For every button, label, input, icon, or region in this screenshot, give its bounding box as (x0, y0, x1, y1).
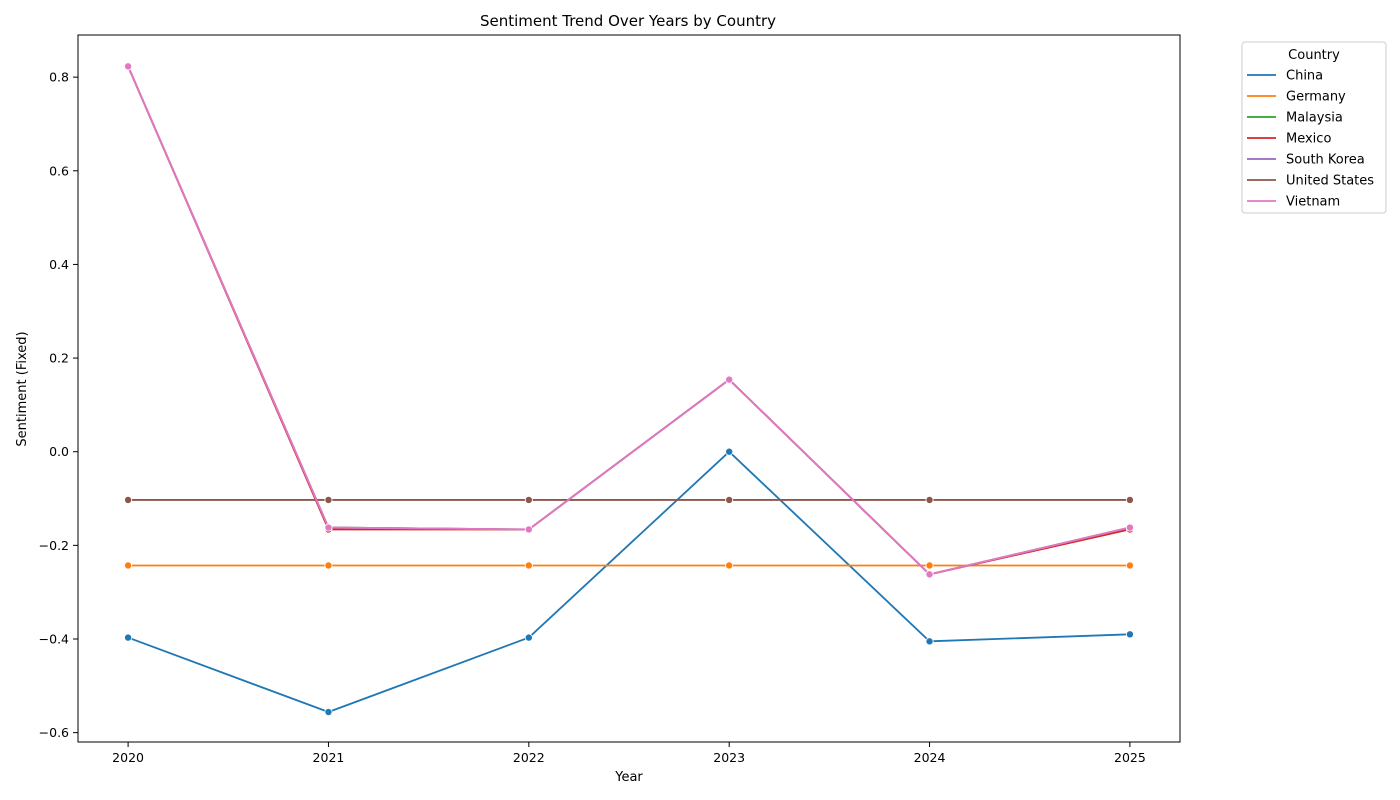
y-tick-label: 0.6 (49, 163, 69, 178)
data-point-china[interactable] (925, 637, 934, 646)
series-line-malaysia (127, 66, 1131, 576)
legend-label: China (1286, 69, 1323, 84)
data-point-china[interactable] (725, 447, 734, 456)
data-point-germany[interactable] (524, 561, 533, 570)
series-germany (124, 561, 1134, 570)
series-line-china (127, 450, 1130, 713)
data-point-united-states[interactable] (1125, 495, 1134, 504)
legend-title: Country (1288, 48, 1340, 63)
data-point-vietnam[interactable] (725, 375, 734, 384)
legend-label: Mexico (1286, 132, 1331, 147)
data-point-united-states[interactable] (524, 495, 533, 504)
legend-label: Vietnam (1286, 195, 1340, 210)
data-point-vietnam[interactable] (925, 570, 934, 579)
x-axis-label: Year (614, 770, 643, 785)
x-tick-label: 2022 (513, 750, 545, 765)
legend-label: Malaysia (1286, 111, 1343, 126)
series-line-vietnam (127, 66, 1131, 576)
plot-frame (77, 34, 1181, 743)
series-china (124, 447, 1134, 717)
chart-title: Sentiment Trend Over Years by Country (480, 12, 776, 30)
x-tick-label: 2024 (914, 750, 946, 765)
data-point-united-states[interactable] (925, 495, 934, 504)
data-point-china[interactable] (324, 708, 333, 717)
legend-label: Germany (1286, 90, 1346, 105)
legend-item-united-states[interactable]: United States (1247, 174, 1374, 189)
data-point-germany[interactable] (124, 561, 133, 570)
y-tick-label: 0.0 (49, 444, 69, 459)
y-tick-label: −0.4 (39, 631, 69, 646)
y-tick-label: 0.8 (49, 70, 69, 85)
y-tick-label: 0.4 (49, 257, 69, 272)
data-point-vietnam[interactable] (324, 523, 333, 532)
data-point-united-states[interactable] (324, 495, 333, 504)
x-axis: 2020 2021 2022 2023 2024 2025 (112, 742, 1146, 765)
y-tick-label: −0.2 (39, 538, 69, 553)
series-united-states (124, 495, 1134, 504)
legend-item-china[interactable]: China (1247, 69, 1323, 84)
series-vietnam (124, 62, 1134, 579)
data-point-germany[interactable] (324, 561, 333, 570)
x-tick-label: 2021 (313, 750, 345, 765)
data-point-united-states[interactable] (725, 495, 734, 504)
data-point-germany[interactable] (925, 561, 934, 570)
legend-item-vietnam[interactable]: Vietnam (1247, 195, 1340, 210)
y-tick-label: −0.6 (39, 725, 69, 740)
legend-box (1241, 41, 1387, 214)
data-point-germany[interactable] (725, 561, 734, 570)
y-axis: −0.6 −0.4 −0.2 0.0 0.2 0.4 0.6 0.8 (39, 70, 78, 740)
legend-item-germany[interactable]: Germany (1247, 90, 1346, 105)
x-tick-label: 2023 (713, 750, 745, 765)
data-point-vietnam[interactable] (124, 62, 133, 71)
data-point-united-states[interactable] (124, 495, 133, 504)
legend-label: South Korea (1286, 153, 1365, 168)
series-line-south-korea (127, 66, 1131, 576)
y-tick-label: 0.2 (49, 351, 69, 366)
y-axis-label: Sentiment (Fixed) (15, 331, 30, 446)
x-tick-label: 2020 (112, 750, 144, 765)
data-point-china[interactable] (124, 633, 133, 642)
legend-label: United States (1286, 174, 1374, 189)
data-point-china[interactable] (1125, 630, 1134, 639)
series-line-mexico (127, 66, 1131, 576)
plot-area (124, 62, 1134, 717)
legend[interactable]: Country China Germany Malaysia Mexico South … (1241, 41, 1387, 214)
data-point-china[interactable] (524, 633, 533, 642)
data-point-vietnam[interactable] (1125, 523, 1134, 532)
data-point-germany[interactable] (1125, 561, 1134, 570)
legend-item-malaysia[interactable]: Malaysia (1247, 111, 1343, 126)
x-tick-label: 2025 (1114, 750, 1146, 765)
legend-item-south-korea[interactable]: South Korea (1247, 153, 1365, 168)
legend-item-mexico[interactable]: Mexico (1247, 132, 1331, 147)
data-point-vietnam[interactable] (524, 525, 533, 534)
